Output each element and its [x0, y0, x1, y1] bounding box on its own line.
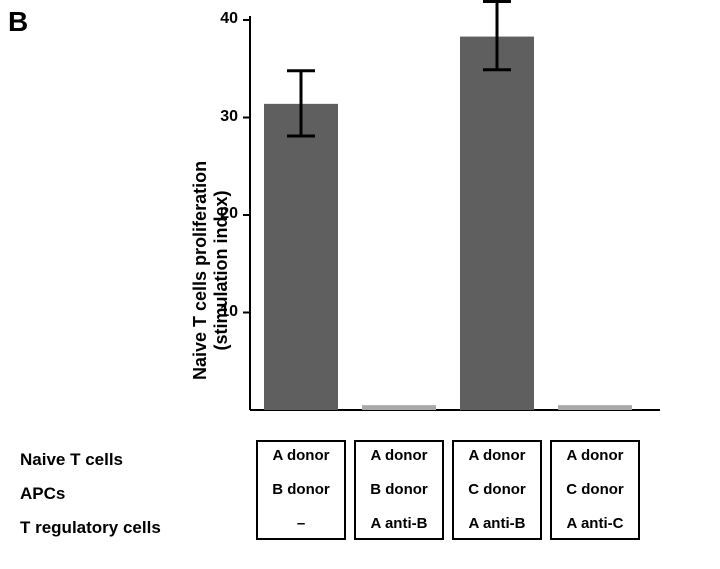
condition-cell-naive: A donor [258, 448, 344, 463]
condition-cell-apc: C donor [552, 482, 638, 497]
y-tick-label: 20 [206, 205, 238, 223]
condition-cell-naive: A donor [552, 448, 638, 463]
condition-cell-naive: A donor [356, 448, 442, 463]
condition-cell-treg: – [258, 516, 344, 531]
condition-cell-treg: A anti-C [552, 516, 638, 531]
condition-cell-apc: B donor [258, 482, 344, 497]
condition-cell-apc: C donor [454, 482, 540, 497]
row-header-apcs: APCs [20, 484, 65, 504]
condition-cell-treg: A anti-B [454, 516, 540, 531]
row-header-treg: T regulatory cells [20, 518, 161, 538]
condition-box: A donor B donor – [256, 440, 346, 540]
condition-cell-naive: A donor [454, 448, 540, 463]
condition-box: A donor C donor A anti-C [550, 440, 640, 540]
condition-box: A donor C donor A anti-B [452, 440, 542, 540]
condition-box: A donor B donor A anti-B [354, 440, 444, 540]
condition-cell-apc: B donor [356, 482, 442, 497]
y-tick-label: 40 [206, 10, 238, 28]
condition-cell-treg: A anti-B [356, 516, 442, 531]
y-tick-label: 30 [206, 108, 238, 126]
row-header-naive: Naive T cells [20, 450, 123, 470]
y-tick-label: 10 [206, 303, 238, 321]
bar-chart [0, 0, 720, 430]
